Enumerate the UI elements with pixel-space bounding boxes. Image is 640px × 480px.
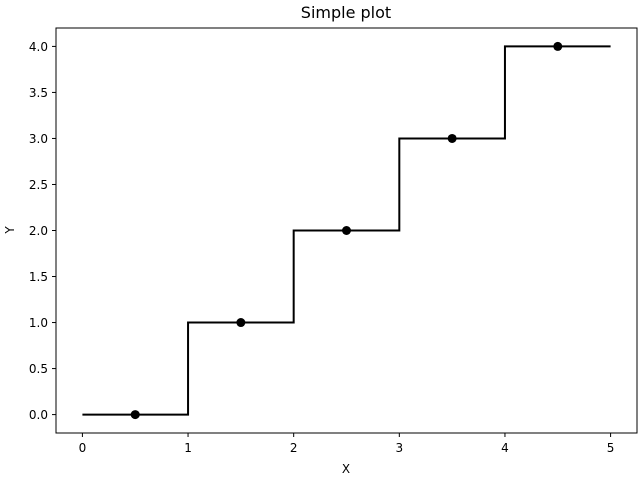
y-tick-label: 0.0 — [29, 408, 48, 422]
data-point — [447, 133, 457, 143]
x-axis-label: X — [342, 462, 350, 476]
data-point — [130, 410, 140, 420]
plot-area — [82, 41, 611, 420]
x-tick-label: 2 — [290, 441, 298, 455]
data-point — [553, 41, 563, 51]
x-tick-label: 4 — [501, 441, 509, 455]
y-tick-label: 2.5 — [29, 178, 48, 192]
y-tick-label: 1.0 — [29, 316, 48, 330]
y-tick-label: 3.5 — [29, 86, 48, 100]
y-tick-label: 3.0 — [29, 132, 48, 146]
x-tick-label: 5 — [607, 441, 615, 455]
y-tick-label: 4.0 — [29, 40, 48, 54]
y-tick-label: 1.5 — [29, 270, 48, 284]
x-tick-label: 0 — [79, 441, 87, 455]
y-tick-label: 2.0 — [29, 224, 48, 238]
x-axis-ticks: 0 1 2 3 4 5 — [79, 433, 615, 455]
y-tick-label: 0.5 — [29, 362, 48, 376]
x-tick-label: 3 — [395, 441, 403, 455]
x-tick-label: 1 — [184, 441, 192, 455]
y-axis-ticks: 0.0 0.5 1.0 1.5 2.0 2.5 3.0 3.5 4.0 — [29, 40, 56, 422]
chart-title: Simple plot — [301, 3, 391, 22]
data-point — [342, 226, 351, 235]
axes-frame — [55, 27, 638, 434]
y-axis-label: Y — [3, 226, 17, 235]
data-point — [236, 318, 246, 328]
